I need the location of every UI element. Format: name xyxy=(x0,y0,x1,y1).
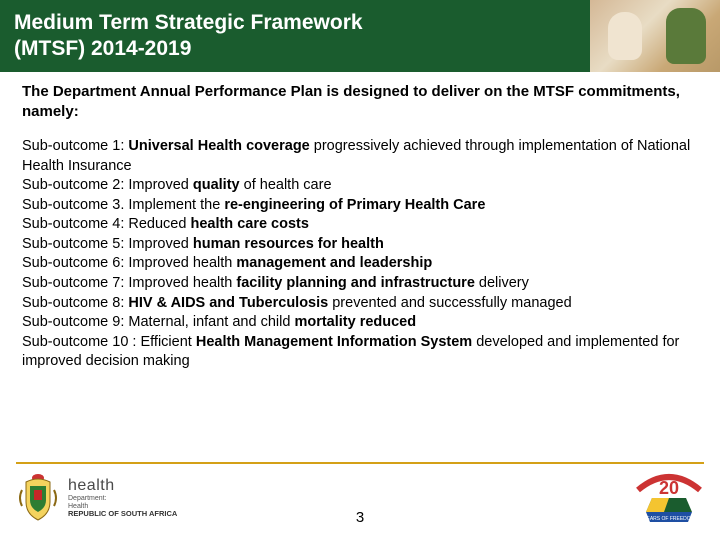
outcome-line: Sub-outcome 5: Improved human resources … xyxy=(22,235,702,255)
outcome-prefix: Sub-outcome 3. Implement the xyxy=(22,197,224,213)
dept-line3: REPUBLIC OF SOUTH AFRICA xyxy=(68,510,177,518)
outcome-bold: HIV & AIDS and Tuberculosis xyxy=(128,295,328,311)
outcome-mid: prevented and successfully managed xyxy=(328,295,571,311)
outcome-prefix: Sub-outcome 9: Maternal, infant and chil… xyxy=(22,314,294,330)
outcome-bold: health care costs xyxy=(190,216,308,232)
outcome-bold: quality xyxy=(193,177,240,193)
outcome-prefix: Sub-outcome 7: Improved health xyxy=(22,275,236,291)
outcome-line: Sub-outcome 2: Improved quality of healt… xyxy=(22,176,702,196)
outcome-prefix: Sub-outcome 5: Improved xyxy=(22,236,193,252)
title-line-1: Medium Term Strategic Framework xyxy=(14,11,363,34)
outcome-line: Sub-outcome 10 : Efficient Health Manage… xyxy=(22,333,702,372)
dept-line1: Department: xyxy=(68,495,177,503)
outcome-bold: management and leadership xyxy=(236,255,432,271)
footer-rule xyxy=(16,462,704,464)
outcome-prefix: Sub-outcome 2: Improved xyxy=(22,177,193,193)
outcome-line: Sub-outcome 8: HIV & AIDS and Tuberculos… xyxy=(22,294,702,314)
intro-text: The Department Annual Performance Plan i… xyxy=(0,72,720,125)
outcome-line: Sub-outcome 9: Maternal, infant and chil… xyxy=(22,313,702,333)
outcome-prefix: Sub-outcome 10 : Efficient xyxy=(22,334,196,350)
freedom-20-badge-icon: 20 YEARS OF FREEDOM xyxy=(634,470,704,528)
outcome-prefix: Sub-outcome 1: xyxy=(22,138,128,154)
page-number: 3 xyxy=(356,509,364,526)
outcome-prefix: Sub-outcome 6: Improved health xyxy=(22,255,236,271)
badge-text: YEARS OF FREEDOM xyxy=(643,516,695,522)
outcome-bold: Universal Health coverage xyxy=(128,138,309,154)
outcome-bold: mortality reduced xyxy=(294,314,416,330)
slide-footer: health Department: Health REPUBLIC OF SO… xyxy=(0,462,720,540)
outcome-prefix: Sub-outcome 8: xyxy=(22,295,128,311)
outcome-bold: re-engineering of Primary Health Care xyxy=(224,197,485,213)
outcome-bold: human resources for health xyxy=(193,236,384,252)
outcome-line: Sub-outcome 7: Improved health facility … xyxy=(22,274,702,294)
health-label: health xyxy=(68,477,177,495)
dept-logo-left: health Department: Health REPUBLIC OF SO… xyxy=(16,472,177,524)
header-photo xyxy=(590,0,720,72)
outcome-bold: facility planning and infrastructure xyxy=(236,275,474,291)
svg-text:20: 20 xyxy=(659,478,679,498)
slide-title: Medium Term Strategic Framework (MTSF) 2… xyxy=(0,10,363,63)
outcome-bold: Health Management Information System xyxy=(196,334,472,350)
outcome-mid: delivery xyxy=(475,275,529,291)
outcome-line: Sub-outcome 3. Implement the re-engineer… xyxy=(22,196,702,216)
outcome-mid: of health care xyxy=(240,177,332,193)
outcome-line: Sub-outcome 4: Reduced health care costs xyxy=(22,215,702,235)
dept-text-block: health Department: Health REPUBLIC OF SO… xyxy=(68,477,177,518)
coat-of-arms-icon xyxy=(16,472,60,524)
outcome-prefix: Sub-outcome 4: Reduced xyxy=(22,216,190,232)
outcome-line: Sub-outcome 6: Improved health managemen… xyxy=(22,254,702,274)
title-line-2: (MTSF) 2014-2019 xyxy=(14,37,191,60)
slide-header: Medium Term Strategic Framework (MTSF) 2… xyxy=(0,0,720,72)
outcome-line: Sub-outcome 1: Universal Health coverage… xyxy=(22,137,702,176)
outcomes-list: Sub-outcome 1: Universal Health coverage… xyxy=(0,125,720,372)
